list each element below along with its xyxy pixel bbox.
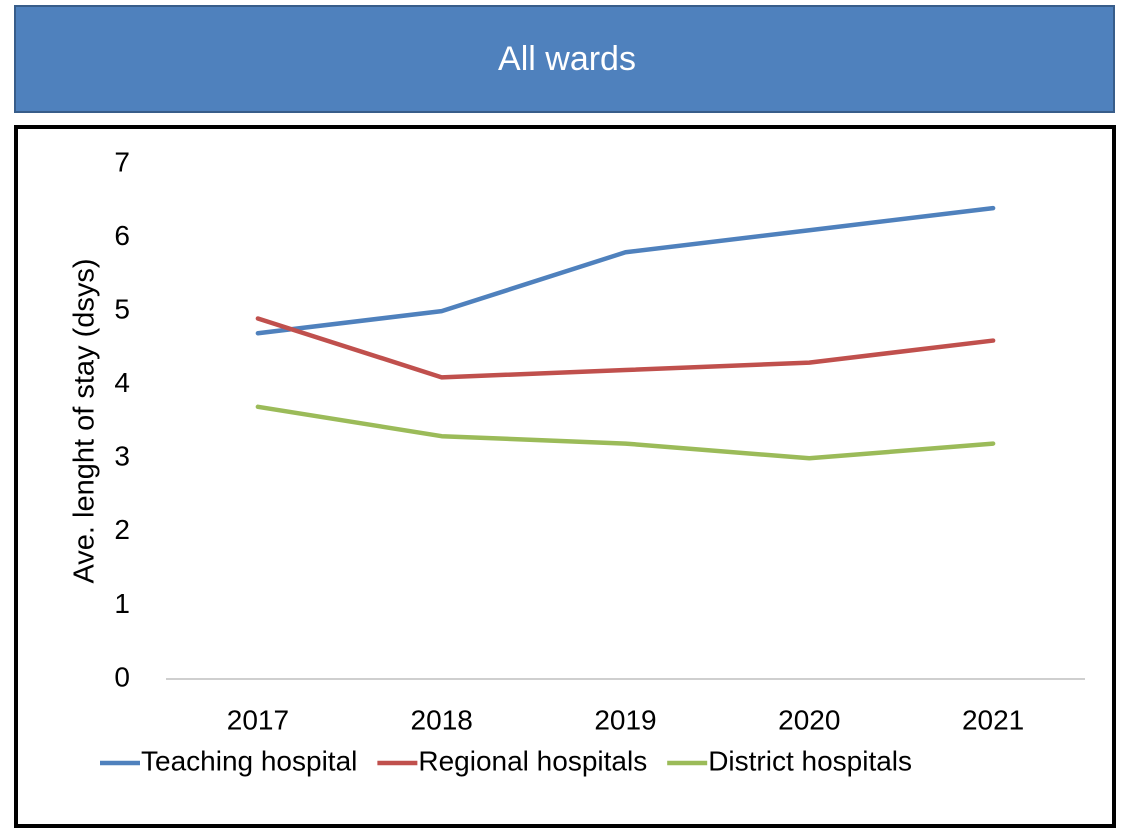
series-line — [255, 205, 996, 336]
legend-label: Teaching hospital — [141, 745, 357, 776]
y-tick-label: 2 — [114, 514, 130, 545]
x-tick-label: 2021 — [962, 704, 1024, 735]
y-tick-label: 5 — [114, 294, 130, 325]
y-tick-label: 6 — [114, 220, 130, 251]
legend-label: District hospitals — [708, 745, 912, 776]
x-tick-label: 2018 — [411, 704, 473, 735]
y-axis-label: Ave. lenght of stay (dsys) — [69, 258, 101, 583]
legend-label: Regional hospitals — [418, 745, 647, 776]
series-line — [255, 316, 996, 380]
y-tick-label: 4 — [114, 367, 130, 398]
y-tick-label: 3 — [114, 441, 130, 472]
series-line — [255, 404, 996, 461]
x-tick-label: 2019 — [594, 704, 656, 735]
chart-title: All wards — [498, 40, 636, 78]
x-tick-label: 2017 — [227, 704, 289, 735]
y-tick-label: 1 — [114, 588, 130, 619]
y-tick-label: 7 — [114, 146, 130, 177]
title-banner — [14, 5, 1115, 113]
y-tick-label: 0 — [114, 661, 130, 692]
x-tick-label: 2020 — [778, 704, 840, 735]
chart-frame — [14, 125, 1116, 828]
